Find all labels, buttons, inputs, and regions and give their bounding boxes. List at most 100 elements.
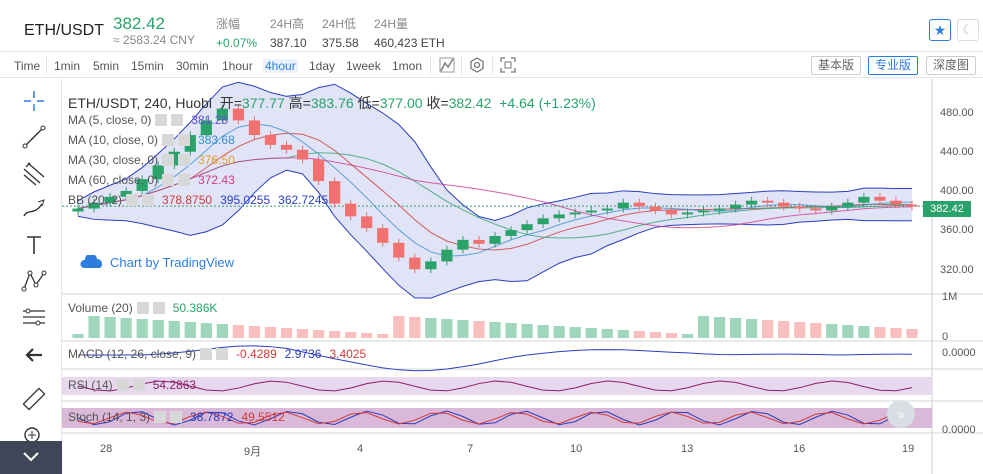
cny-price: ≈ 2583.24 CNY [113, 33, 195, 47]
rsi-legend[interactable]: RSI (14) 54.2863 [68, 378, 196, 392]
stoch-legend[interactable]: Stoch (14, 1, 3) 38.7872 49.5512 [68, 410, 285, 424]
symbol-label[interactable]: ETH/USDT, 240, Huobi [68, 95, 212, 111]
candle-body [649, 206, 661, 211]
price-chart[interactable]: ETH/USDT, 240, Huobi 开=377.77 高=383.76 低… [62, 79, 983, 474]
view-pro-button[interactable]: 专业版 [868, 56, 919, 75]
volume-bar [88, 316, 100, 338]
tf-15min[interactable]: 15min [131, 59, 164, 73]
ind-label: Stoch (14, 1, 3) [68, 410, 151, 424]
volume-bar [537, 325, 549, 338]
bb-legend[interactable]: BB (20, 2) 378.8750 395.0255 362.7245 [68, 193, 328, 207]
tf-1mon[interactable]: 1mon [392, 59, 423, 73]
ma30-legend[interactable]: MA (30, close, 0) 376.50 [68, 153, 235, 167]
macd-axis-label: 0.0000 [942, 347, 976, 359]
settings-icon[interactable] [468, 57, 486, 73]
tf-4hour[interactable]: 4hour [263, 59, 298, 73]
settings-icon[interactable] [155, 114, 168, 126]
tf-1week[interactable]: 1week [346, 59, 381, 73]
view-basic-button[interactable]: 基本版 [811, 56, 862, 75]
close-icon[interactable] [142, 194, 155, 206]
candle-body [697, 210, 710, 213]
fullscreen-icon[interactable] [499, 57, 517, 73]
ruler-icon[interactable] [20, 385, 48, 413]
ma5-legend[interactable]: MA (5, close, 0) 381.26 [68, 113, 228, 127]
close-icon[interactable] [170, 411, 183, 423]
ind-value: 381.26 [191, 113, 229, 127]
settings-icon[interactable] [162, 134, 175, 146]
volume-bar [906, 329, 918, 338]
close-icon[interactable] [178, 154, 191, 166]
chart-toolbar: Time 1min 5min 15min 30min 1hour 4hour 1… [0, 53, 983, 78]
pair-name[interactable]: ETH/USDT [24, 22, 104, 39]
price-axis-label: 400.00 [940, 185, 974, 197]
volume-bar [280, 328, 293, 338]
tf-5min[interactable]: 5min [93, 59, 120, 73]
ind-label: MACD (12, 26, close, 9) [68, 347, 197, 361]
tf-1min[interactable]: 1min [54, 59, 81, 73]
text-icon[interactable] [20, 231, 48, 259]
close-icon[interactable] [178, 174, 191, 186]
crosshair-icon[interactable] [20, 87, 48, 115]
close-icon[interactable] [152, 302, 165, 314]
high-value: 383.76 [310, 95, 354, 111]
view-depth-button[interactable]: 深度图 [926, 56, 977, 75]
settings-icon[interactable] [162, 174, 175, 186]
settings-icon[interactable] [126, 194, 139, 206]
candle-body [136, 179, 148, 191]
divider [461, 56, 462, 75]
ma10-legend[interactable]: MA (10, close, 0) 383.68 [68, 133, 235, 147]
volume-bar [778, 321, 790, 338]
ma60-legend[interactable]: MA (60, close, 0) 372.43 [68, 173, 235, 187]
macd-legend[interactable]: MACD (12, 26, close, 9) -0.4289 2.9736 3.40… [68, 347, 366, 361]
pitchfork-icon[interactable] [20, 159, 48, 187]
candle-body [489, 235, 501, 244]
volume-axis-label: 1M [942, 291, 958, 303]
volume-bar [473, 321, 485, 338]
candle-body [184, 135, 196, 152]
tf-1day[interactable]: 1day [309, 59, 336, 73]
price-axis-label: 360.00 [940, 224, 974, 236]
candle-body [393, 242, 405, 258]
stat-value: +0.07% [216, 36, 258, 50]
volume-bar [72, 334, 84, 338]
close-icon[interactable] [132, 379, 145, 391]
time-axis-label: 13 [681, 443, 694, 455]
close-icon[interactable] [178, 134, 191, 146]
collapse-toolbar-button[interactable] [0, 441, 62, 474]
fib-icon[interactable] [20, 303, 48, 331]
candle-body [312, 159, 325, 182]
volume-bar [505, 323, 517, 338]
settings-icon[interactable] [162, 154, 175, 166]
volume-bar [264, 327, 277, 338]
candle-body [906, 204, 918, 207]
chart-canvas[interactable] [62, 79, 983, 474]
indicator-icon[interactable] [438, 57, 456, 73]
high-label: 高= [288, 95, 311, 111]
volume-bar [152, 320, 164, 338]
candle-body [505, 230, 517, 236]
close-icon[interactable] [171, 114, 184, 126]
moon-icon[interactable]: ☾ [957, 19, 979, 41]
tradingview-watermark[interactable]: Chart by TradingView [80, 253, 234, 270]
volume-bar [810, 323, 822, 338]
settings-icon[interactable] [136, 302, 149, 314]
volume-bar [794, 322, 806, 338]
close-icon[interactable] [216, 348, 229, 360]
scroll-to-latest-button[interactable]: » [887, 400, 915, 428]
tf-30min[interactable]: 30min [176, 59, 209, 73]
pattern-icon[interactable] [20, 267, 48, 295]
volume-bar [425, 318, 437, 338]
moving-average-line [77, 157, 912, 229]
trendline-icon[interactable] [20, 123, 48, 151]
settings-icon[interactable] [154, 411, 167, 423]
brush-icon[interactable] [20, 196, 48, 224]
volume-legend[interactable]: Volume (20) 50.386K [68, 301, 217, 315]
settings-icon[interactable] [200, 348, 213, 360]
settings-icon[interactable] [116, 379, 129, 391]
tf-time[interactable]: Time [14, 59, 41, 73]
tf-1hour[interactable]: 1hour [222, 59, 253, 73]
star-icon[interactable]: ★ [929, 19, 951, 41]
back-arrow-icon[interactable] [20, 341, 48, 369]
volume-bar [890, 328, 902, 338]
volume-bar [377, 334, 389, 338]
